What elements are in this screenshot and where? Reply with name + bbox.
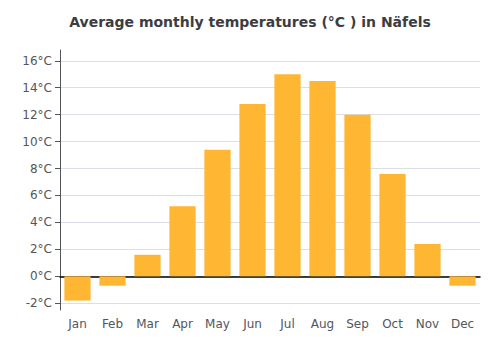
svg-text:Jun: Jun [242,317,262,331]
svg-text:2°C: 2°C [30,242,52,256]
svg-text:Nov: Nov [416,317,439,331]
svg-text:Jul: Jul [279,317,294,331]
svg-text:Jan: Jan [67,317,87,331]
svg-text:Aug: Aug [311,317,334,331]
svg-text:12°C: 12°C [22,108,52,122]
svg-text:16°C: 16°C [22,54,52,68]
svg-text:Sep: Sep [346,317,369,331]
svg-text:6°C: 6°C [30,188,52,202]
svg-text:8°C: 8°C [30,162,52,176]
svg-text:Dec: Dec [451,317,474,331]
svg-text:May: May [205,317,230,331]
svg-text:Average monthly temperatures (: Average monthly temperatures (°C ) in Nä… [69,14,431,30]
svg-text:14°C: 14°C [22,81,52,95]
svg-text:Feb: Feb [102,317,123,331]
svg-text:Oct: Oct [382,317,403,331]
svg-text:4°C: 4°C [30,215,52,229]
svg-text:10°C: 10°C [22,135,52,149]
svg-text:Apr: Apr [172,317,193,331]
svg-text:-2°C: -2°C [26,296,52,310]
svg-text:0°C: 0°C [30,269,52,283]
svg-text:Mar: Mar [136,317,159,331]
